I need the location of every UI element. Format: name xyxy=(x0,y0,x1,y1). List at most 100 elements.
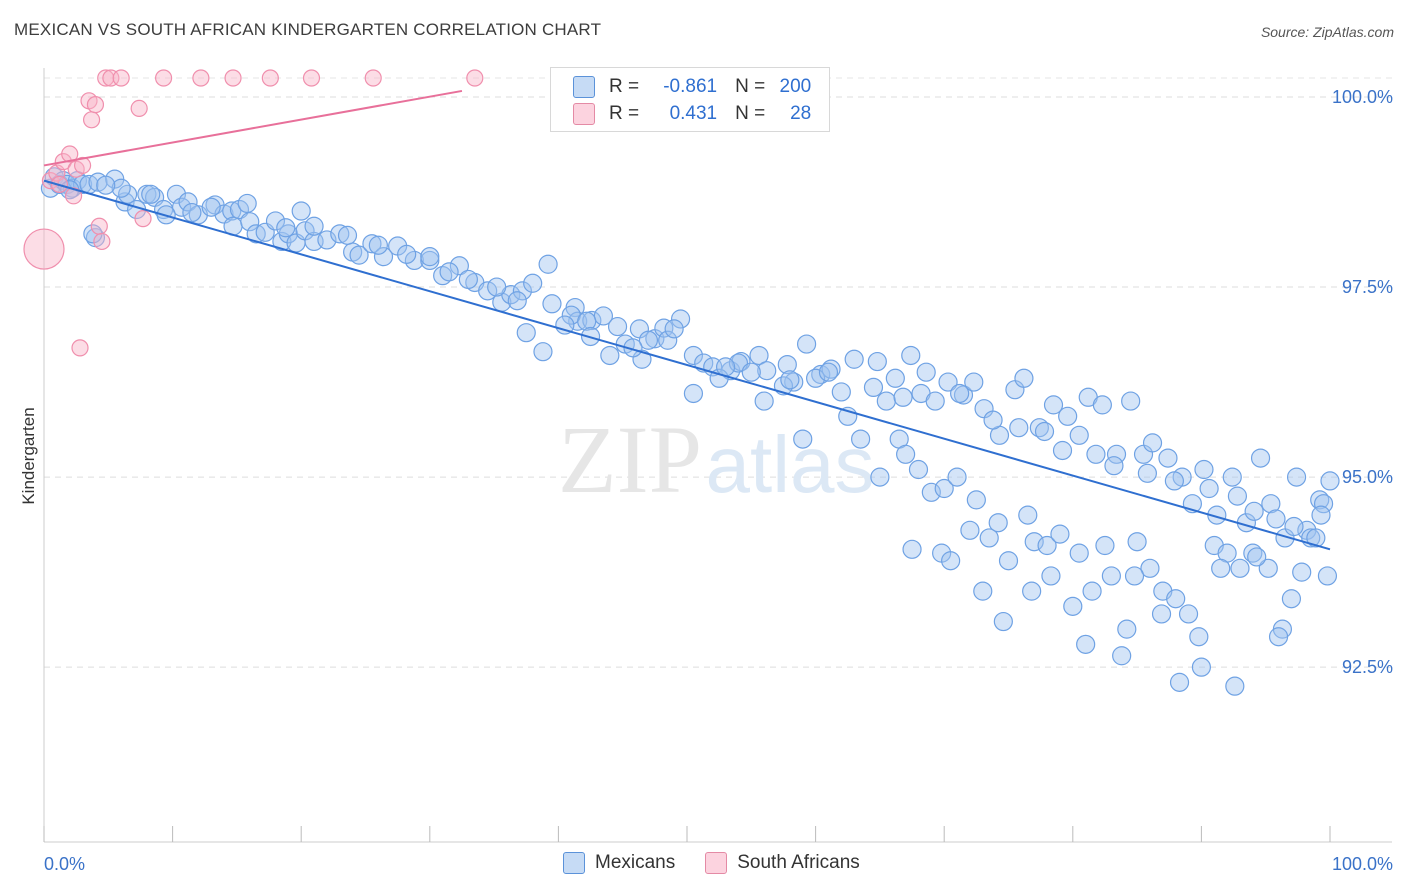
mexicans-point xyxy=(362,234,382,254)
mexicans-point xyxy=(1121,391,1141,411)
mexicans-point xyxy=(1127,532,1147,552)
mexicans-point xyxy=(512,281,532,301)
mexicans-point xyxy=(863,377,884,398)
mexicans-point xyxy=(851,429,871,449)
mexicans-point xyxy=(1069,543,1089,563)
mexicans-point xyxy=(876,391,896,411)
mexicans-point xyxy=(600,345,620,366)
mexicans-point xyxy=(1037,535,1057,556)
mexicans-point xyxy=(1124,566,1145,586)
mexicans-point xyxy=(950,383,970,404)
mexicans-point xyxy=(780,370,800,390)
mexicans-point xyxy=(908,459,929,480)
mexicans-point xyxy=(973,581,993,601)
mexicans-point xyxy=(1306,528,1326,548)
mexicans-point xyxy=(1247,547,1267,567)
mexicans-point xyxy=(420,247,440,267)
mexicans-point xyxy=(349,245,369,265)
mexicans-point xyxy=(265,211,286,231)
south-africans-point xyxy=(134,210,152,228)
mexicans-point xyxy=(1230,558,1250,578)
mexicans-point xyxy=(487,277,507,297)
mexicans-point xyxy=(1244,501,1264,521)
y-tick-label: 100.0% xyxy=(1332,87,1393,107)
mexicans-point xyxy=(934,478,954,499)
mexicans-point xyxy=(1169,672,1190,692)
mexicans-point xyxy=(507,291,527,311)
legend-row-south-africans: R = 0.431 N = 28 xyxy=(573,102,811,126)
legend-r-label: R = xyxy=(609,103,640,124)
mexicans-point xyxy=(1142,433,1163,453)
mexicans-point xyxy=(404,250,424,271)
mexicans-point xyxy=(741,362,761,382)
south-africans-point xyxy=(224,69,242,87)
mexicans-point xyxy=(885,368,905,388)
mexicans-point xyxy=(222,201,242,221)
mexicans-point xyxy=(1082,581,1102,601)
legend-n-label: N = xyxy=(735,103,766,124)
mexicans-point xyxy=(237,193,257,214)
south-africans-point xyxy=(61,145,79,163)
south-africans-trend-line xyxy=(43,89,463,167)
mexicans-point xyxy=(916,362,936,382)
mexicans-point xyxy=(664,319,684,339)
mexicans-point xyxy=(960,520,980,540)
south-africans-point xyxy=(112,69,130,87)
mexicans-point xyxy=(1095,535,1115,556)
mexicans-point xyxy=(947,467,967,487)
mexicans-point xyxy=(1137,463,1157,483)
south-africans-point xyxy=(73,156,92,175)
south-africans-point xyxy=(364,69,382,87)
mexicans-point xyxy=(1058,406,1078,426)
mexicans-point xyxy=(582,310,602,331)
mexicans-point xyxy=(141,184,161,204)
mexicans-point xyxy=(1191,657,1212,677)
mexicans-point xyxy=(715,357,736,377)
mexicans-point xyxy=(993,611,1013,632)
axes xyxy=(43,68,1392,843)
mexicans-point xyxy=(1076,634,1096,654)
mexicans-point xyxy=(330,224,350,244)
mexicans-point xyxy=(998,551,1019,571)
mexicans-point xyxy=(523,273,543,293)
mexicans-point xyxy=(111,178,131,198)
mexicans-point xyxy=(821,359,841,379)
series-mexicans xyxy=(40,167,1340,696)
mexicans-point xyxy=(178,192,198,212)
watermark-atlas: atlas xyxy=(706,420,875,509)
south-africans-point xyxy=(90,217,108,235)
mexicans-point xyxy=(1317,566,1338,586)
legend-r-value: 0.431 xyxy=(669,103,718,124)
mexicans-point xyxy=(1310,490,1330,510)
mexicans-trend-line xyxy=(43,179,1331,551)
legend-n-value: 28 xyxy=(790,103,812,124)
mexicans-point xyxy=(1050,524,1070,544)
mexicans-point xyxy=(533,342,553,362)
mexicans-point xyxy=(1164,471,1184,491)
mexicans-point xyxy=(638,330,659,350)
legend-n-value: 200 xyxy=(779,76,812,97)
legend-label-south-africans: South Africans xyxy=(737,852,860,873)
series-south-africans xyxy=(23,69,784,357)
mexicans-point xyxy=(1022,581,1042,601)
mexicans-point xyxy=(749,345,769,366)
mexicans-point xyxy=(1243,543,1263,563)
south-africans-point xyxy=(82,111,101,129)
mexicans-point xyxy=(844,349,864,369)
mexicans-point xyxy=(1041,566,1061,586)
mexicans-point xyxy=(337,225,358,245)
mexicans-point xyxy=(988,513,1008,533)
south-africans-point xyxy=(130,99,148,118)
mexicans-point xyxy=(182,202,202,223)
legend-swatch-south-africans xyxy=(705,852,728,874)
mexicans-point xyxy=(757,361,777,381)
mexicans-point xyxy=(1112,646,1132,666)
mexicans-point xyxy=(658,330,678,350)
mexicans-point xyxy=(1313,494,1334,514)
mexicans-point xyxy=(1286,467,1307,487)
trend-lines xyxy=(43,89,1331,551)
mexicans-point xyxy=(893,387,913,407)
mexicans-point xyxy=(373,247,394,267)
mexicans-point xyxy=(654,318,674,338)
